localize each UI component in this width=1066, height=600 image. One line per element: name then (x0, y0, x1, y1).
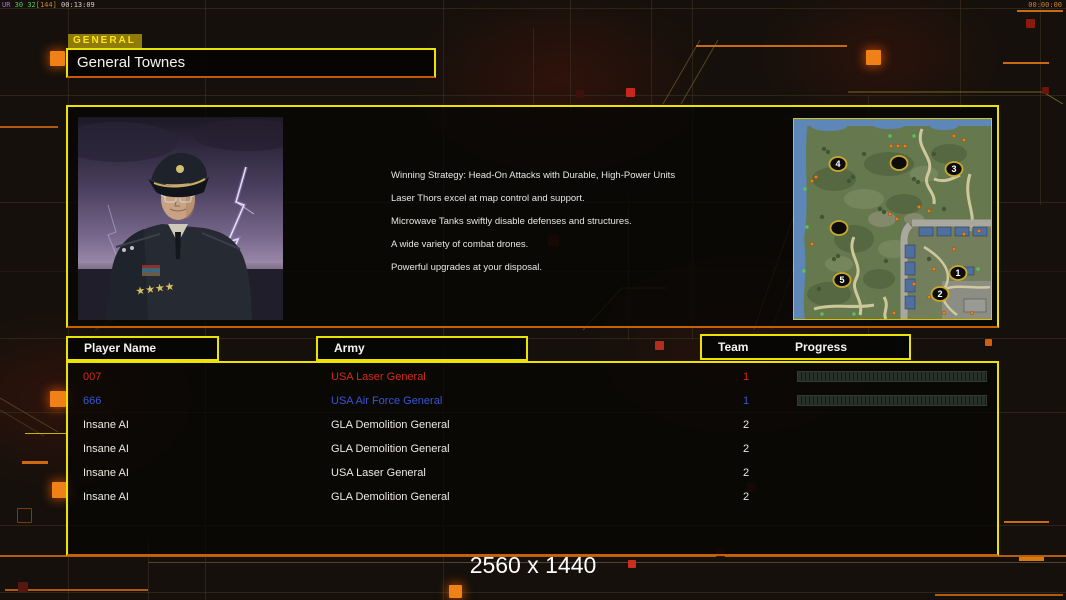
map-marker (829, 220, 849, 236)
player-name: Insane AI (83, 419, 129, 431)
team-progress-header-box: Team Progress (700, 334, 911, 360)
map-preview: 4 3 5 1 (793, 118, 992, 320)
overlay-stat-2: 32 (27, 1, 36, 9)
player-name: 007 (83, 371, 102, 383)
player-name: Insane AI (83, 443, 129, 455)
map-marker: 4 (828, 156, 848, 172)
player-name-header: Player Name (84, 341, 157, 355)
player-row: Insane AI GLA Demolition General 2 (68, 437, 997, 461)
player-army: USA Laser General (331, 467, 426, 479)
player-row: 007 USA Laser General 1 (68, 365, 997, 389)
strategy-line: A wide variety of combat drones. (391, 239, 529, 250)
svg-text:3: 3 (951, 164, 956, 174)
player-team: 2 (742, 419, 750, 431)
svg-text:1: 1 (955, 268, 960, 278)
player-team: 1 (742, 395, 750, 407)
strategy-line: Microwave Tanks swiftly disable defenses… (391, 216, 632, 227)
player-row: Insane AI USA Laser General 2 (68, 461, 997, 485)
strategy-line: Powerful upgrades at your disposal. (391, 262, 543, 273)
player-row: Insane AI GLA Demolition General 2 (68, 485, 997, 509)
map-marker: 2 (930, 286, 950, 302)
map-start-markers: 4 3 5 1 (828, 155, 968, 302)
map-marker: 1 (948, 265, 968, 281)
player-name-header-box: Player Name (66, 336, 219, 361)
map-marker: 5 (832, 272, 852, 288)
map-marker: 3 (944, 161, 964, 177)
overlay-stat-label: UR (2, 1, 11, 9)
player-name: Insane AI (83, 491, 129, 503)
army-header: Army (334, 341, 365, 355)
player-team: 1 (742, 371, 750, 383)
svg-text:2: 2 (937, 289, 942, 299)
load-progress-bar (797, 395, 987, 406)
player-army: GLA Demolition General (331, 491, 450, 503)
player-name: 666 (83, 395, 102, 407)
player-row: 666 USA Air Force General 1 (68, 389, 997, 413)
match-timer: 00:00:00 (1028, 1, 1062, 9)
player-roster-panel: 007 USA Laser General 1 666 USA Air Forc… (66, 361, 999, 556)
strategy-line: Laser Thors excel at map control and sup… (391, 193, 585, 204)
general-name: General Townes (77, 54, 186, 71)
player-team: 2 (742, 491, 750, 503)
performance-overlay: UR 30 32[144] 00:13:09 (2, 1, 95, 9)
map-marker (889, 155, 909, 171)
player-army: GLA Demolition General (331, 419, 450, 431)
player-team: 2 (742, 467, 750, 479)
overlay-session-time: 00:13:09 (61, 1, 95, 9)
svg-text:5: 5 (839, 275, 844, 285)
player-army: USA Air Force General (331, 395, 443, 407)
progress-header: Progress (795, 340, 848, 354)
general-tab-label: GENERAL (68, 34, 142, 48)
load-progress-bar (797, 371, 987, 382)
strategy-line: Winning Strategy: Head-On Attacks with D… (391, 170, 676, 181)
army-header-box: Army (316, 336, 528, 361)
player-team: 2 (742, 443, 750, 455)
strategy-text: Winning Strategy: Head-On Attacks with D… (391, 164, 675, 279)
general-portrait: ★★★★ (58, 117, 303, 320)
player-army: USA Laser General (331, 371, 426, 383)
resolution-caption: 2560 x 1440 (469, 552, 597, 578)
general-name-box: General Townes (66, 48, 436, 78)
overlay-stat-3: [144] (35, 1, 57, 9)
player-army: GLA Demolition General (331, 443, 450, 455)
svg-text:4: 4 (835, 159, 840, 169)
player-row: Insane AI GLA Demolition General 2 (68, 413, 997, 437)
player-name: Insane AI (83, 467, 129, 479)
team-header: Team (718, 340, 749, 354)
svg-text:★★★★: ★★★★ (135, 281, 176, 298)
general-info-panel: ★★★★ Winning Strategy: Head-On Attacks w… (58, 105, 999, 328)
overlay-stat-1: 30 (14, 1, 24, 9)
